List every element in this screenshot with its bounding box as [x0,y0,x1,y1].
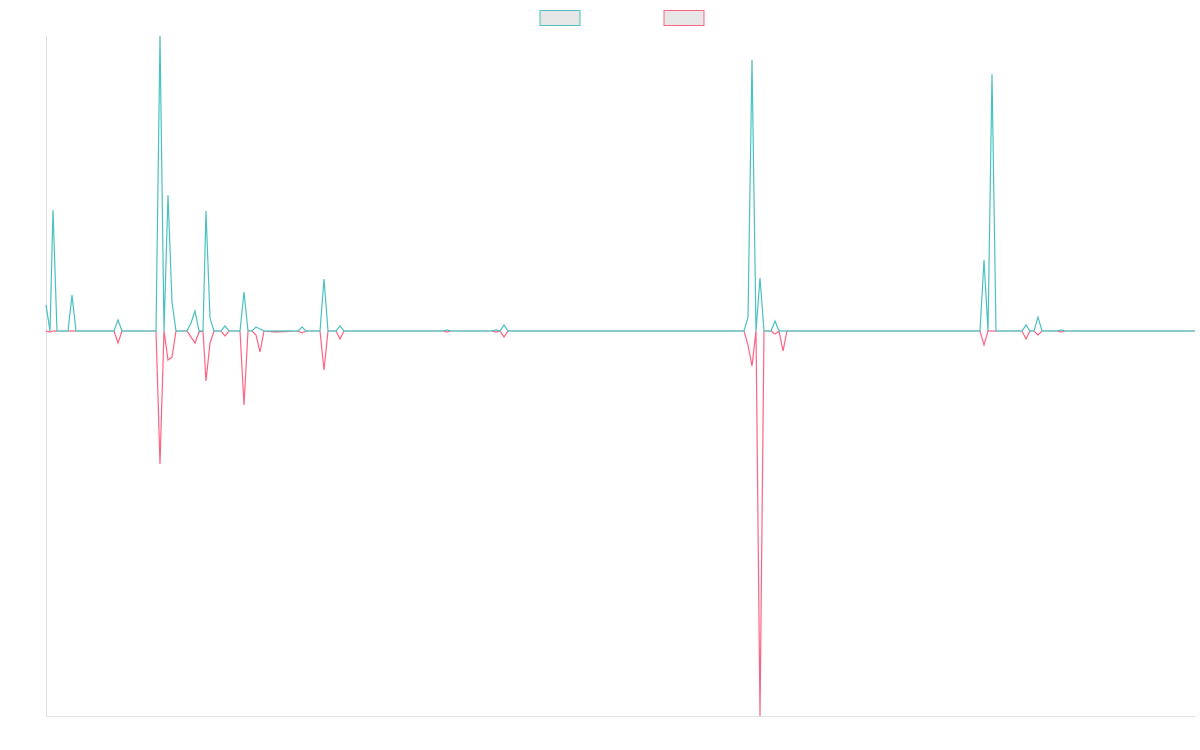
series-line [45,35,1195,332]
legend-swatch [539,10,581,26]
legend-swatch [663,10,705,26]
series-line [45,329,1195,717]
